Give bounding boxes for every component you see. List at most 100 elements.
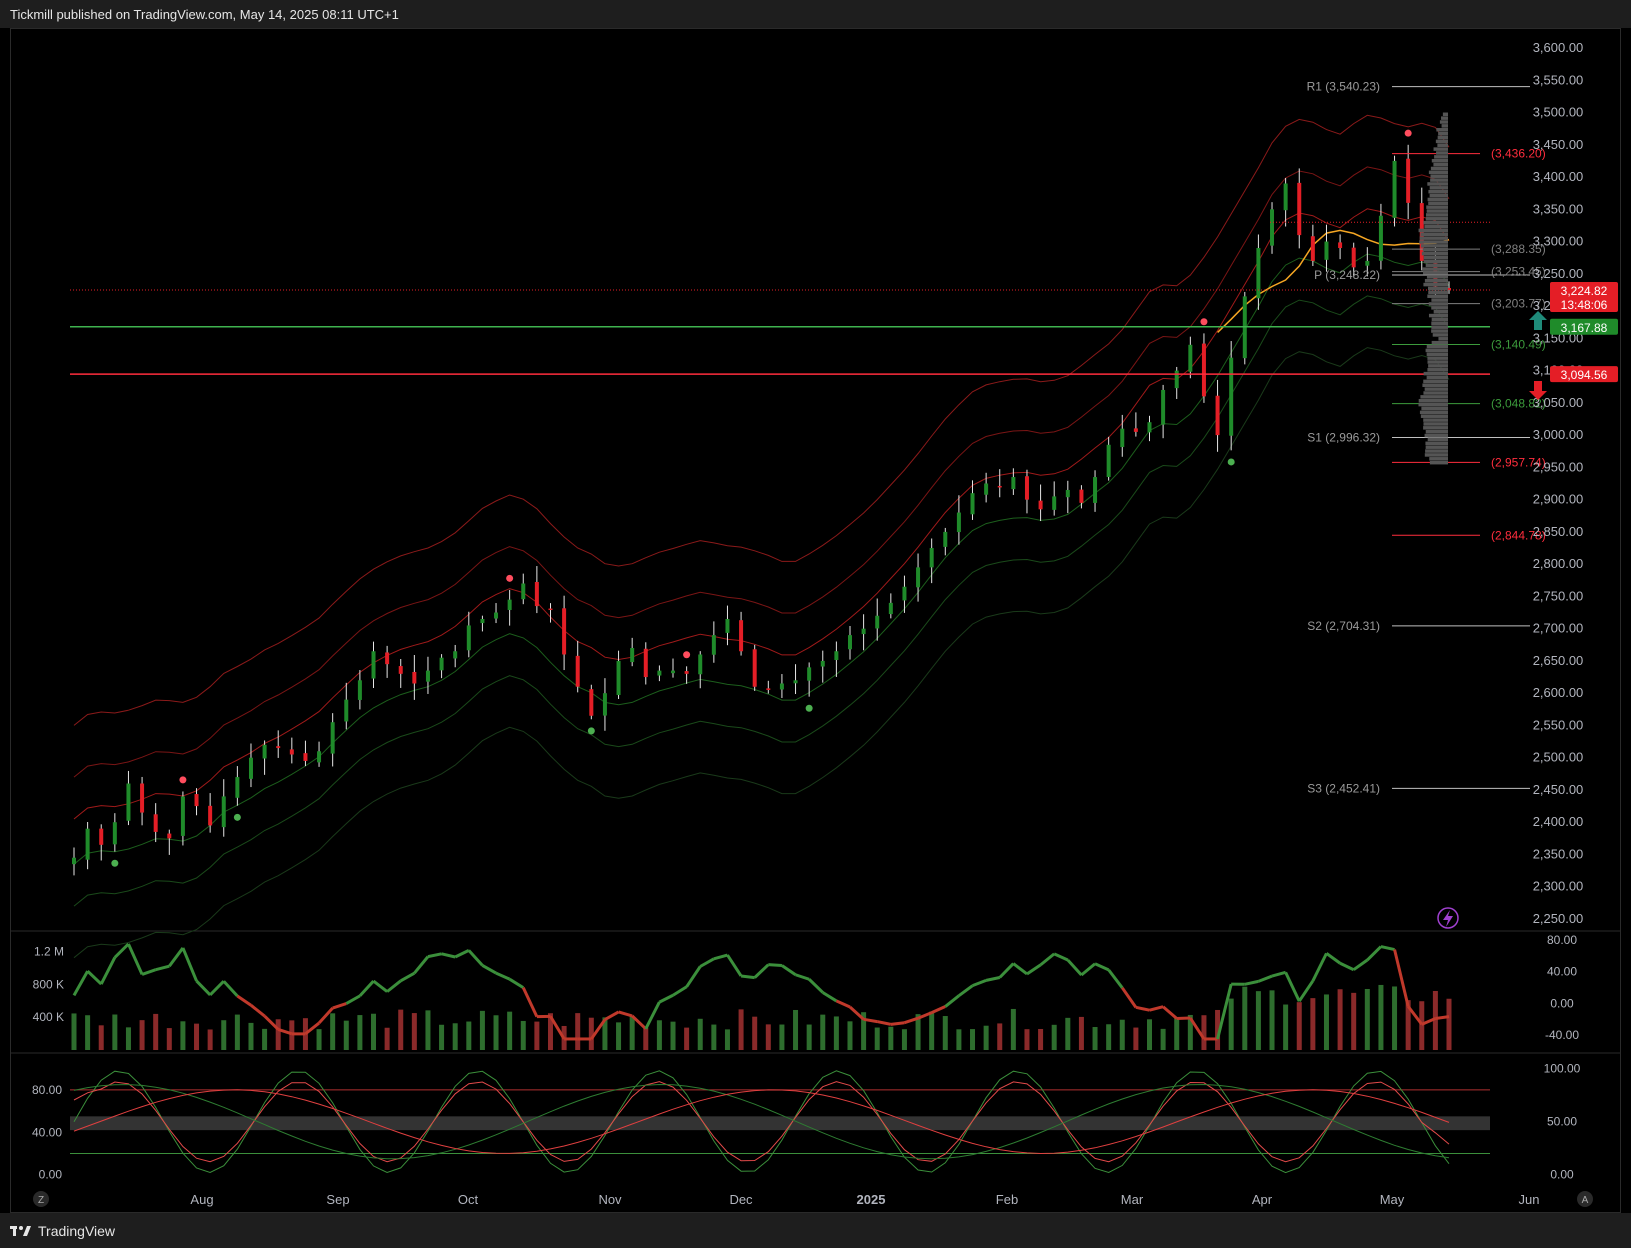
volume-profile-bar (1419, 240, 1448, 244)
y-tick-label: 3,250.00 (1533, 266, 1584, 281)
volume-bar (1051, 1024, 1057, 1050)
oscillator-segment (781, 964, 797, 976)
volume-bar (956, 1029, 962, 1050)
candle-body (779, 683, 784, 690)
oscillator-segment (1298, 980, 1315, 1003)
volume-profile-bar (1425, 441, 1448, 446)
z-button[interactable]: Z (33, 1191, 49, 1207)
volume-bar (112, 1014, 118, 1050)
lightning-icon[interactable] (1437, 907, 1459, 929)
x-tick-label: Sep (326, 1192, 349, 1207)
brand-name: TradingView (38, 1223, 116, 1239)
oscillator-segment (1435, 1015, 1450, 1020)
oscillator-segment (155, 964, 170, 972)
candle-body (916, 567, 921, 588)
candle-body (752, 649, 757, 687)
volume-profile-bar (1431, 340, 1448, 345)
volume-profile-bar (1432, 333, 1448, 337)
volume-bar (711, 1024, 717, 1050)
stoch-left-tick: 80.00 (32, 1083, 62, 1097)
candle-body (357, 680, 362, 700)
oscillator-segment (441, 952, 456, 959)
candle-body (85, 828, 90, 860)
candle-body (630, 648, 635, 663)
oscillator-segment (1393, 949, 1410, 1007)
y-tick-label: 2,600.00 (1533, 685, 1584, 700)
volume-profile-bar (1424, 387, 1448, 391)
candle-body (1378, 215, 1383, 261)
level-label: (3,140.49) (1491, 337, 1546, 351)
candle-body (888, 602, 893, 615)
oscillator-segment (753, 963, 770, 979)
oscillator-segment (304, 1021, 320, 1036)
volume-bar (1446, 998, 1452, 1050)
volume-bar (1310, 998, 1316, 1050)
oscillator-segment (1421, 1017, 1436, 1026)
moving-average-line (1217, 229, 1450, 333)
oscillator-segment (113, 942, 130, 959)
candle-body (112, 822, 117, 845)
volume-profile-bar (1429, 186, 1448, 190)
candle-body (997, 485, 1002, 488)
volume-bar (1269, 990, 1275, 1050)
volume-profile-bar (1426, 344, 1448, 349)
x-tick-label: Oct (458, 1192, 479, 1207)
brand[interactable]: TradingView (10, 1223, 115, 1239)
volume-bar (493, 1015, 499, 1050)
oscillator-segment (209, 980, 225, 996)
candle-body (1338, 242, 1343, 249)
fractal-high-dot (179, 776, 187, 784)
publisher-bar: Tickmill published on TradingView.com, M… (0, 0, 1631, 28)
oscillator-segment (127, 943, 144, 976)
candle-body (847, 635, 852, 650)
volume-bar (656, 1020, 662, 1050)
volume-profile-bar (1418, 402, 1448, 407)
candle-body (970, 493, 975, 515)
oscillator-segment (1216, 983, 1233, 1040)
candle-body (208, 805, 213, 826)
candle-body (1270, 209, 1275, 246)
oscillator-segment (917, 1011, 933, 1020)
band-line (73, 347, 1450, 959)
volume-profile-bar (1428, 290, 1448, 295)
volume-bar (1078, 1016, 1084, 1050)
volume-bar (779, 1024, 785, 1050)
volume-profile-bar (1424, 278, 1448, 283)
price-tag-countdown: 13:48:06 (1561, 298, 1608, 312)
volume-bar (343, 1020, 349, 1050)
band-line (73, 253, 1450, 865)
volume-profile-bar (1436, 151, 1448, 155)
oscillator-segment (944, 994, 960, 1008)
volume-profile-bar (1429, 457, 1448, 461)
candle-body (99, 828, 104, 845)
volume-bar (616, 1022, 622, 1050)
volume-bar (1432, 990, 1438, 1050)
a-button[interactable]: A (1577, 1191, 1593, 1207)
candle-body (657, 670, 662, 676)
long-arrow-icon (1529, 311, 1547, 330)
band-line (73, 166, 1450, 778)
volume-profile-bar (1427, 294, 1448, 298)
oscillator-segment (1135, 1005, 1150, 1012)
volume-bar (1337, 989, 1343, 1050)
volume-profile-bar (1426, 213, 1448, 217)
oscillator-segment (848, 1005, 865, 1021)
candle-body (875, 615, 880, 629)
volume-profile-bar (1419, 410, 1448, 415)
oscillator-segment (795, 973, 810, 981)
volume-bar (684, 1027, 690, 1050)
y-tick-label: 2,950.00 (1533, 459, 1584, 474)
volume-bar (85, 1015, 91, 1050)
volume-profile-bar (1431, 329, 1448, 333)
volume-profile-bar (1441, 116, 1448, 120)
volume-bar (697, 1018, 703, 1050)
candle-body (425, 670, 430, 682)
oscillator-segment (1271, 970, 1287, 978)
volume-bar (166, 1028, 172, 1050)
oscillator-segment (1121, 986, 1138, 1009)
y-tick-label: 3,550.00 (1533, 72, 1584, 87)
candle-body (943, 531, 948, 547)
level-label: (2,957.74) (1491, 455, 1546, 469)
volume-bar (1010, 1008, 1016, 1050)
